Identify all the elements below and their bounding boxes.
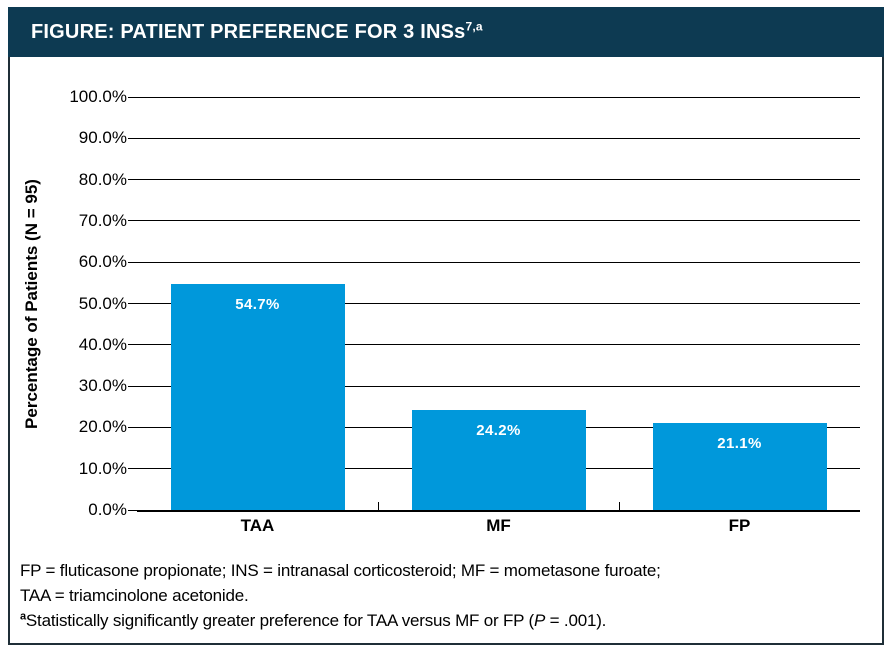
y-axis-tick [128, 385, 137, 387]
y-axis-tick-label: 100.0% [69, 87, 127, 106]
bar-fp [652, 422, 827, 510]
y-axis-tick-label: 50.0% [78, 293, 127, 313]
gridline [137, 137, 860, 139]
y-axis-tick [128, 509, 137, 511]
y-axis-tick [128, 220, 137, 222]
y-axis-tick [128, 137, 137, 139]
footnote-significance: aStatistically significantly greater pre… [20, 608, 872, 633]
gridline [137, 344, 860, 346]
bar-value-label: 21.1% [717, 434, 762, 452]
y-axis-tick [128, 261, 137, 263]
y-axis-tick [128, 179, 137, 181]
figure-title-superscript: 7,a [465, 18, 483, 33]
y-axis-tick [128, 426, 137, 428]
footnote-abbreviations-line2: TAA = triamcinolone acetonide. [20, 586, 249, 605]
gridline [137, 261, 860, 263]
gridline [137, 179, 860, 181]
footnote-p-symbol: P [534, 611, 546, 630]
gridline [137, 303, 860, 304]
gridline [137, 385, 860, 387]
gridline [137, 220, 860, 222]
bar-chart: Percentage of Patients (N = 95) 54.7% 24.… [10, 9, 882, 643]
y-axis-tick [128, 303, 137, 304]
y-axis-tick [128, 344, 137, 346]
plot-area: 54.7% 24.2% 21.1% [137, 96, 860, 512]
bar-mf [411, 410, 586, 510]
y-axis-tick [128, 468, 137, 470]
footnotes: FP = fluticasone propionate; INS = intra… [20, 558, 872, 633]
y-axis-tick-label: 60.0% [78, 252, 127, 272]
footnote-abbreviations-line1: FP = fluticasone propionate; INS = intra… [20, 561, 661, 580]
y-axis-tick-label: 10.0% [78, 458, 127, 478]
x-axis-tick [378, 502, 379, 510]
figure-title-text: FIGURE: PATIENT PREFERENCE FOR 3 INSs [31, 20, 466, 43]
y-axis-tick-label: 0.0% [88, 500, 127, 519]
bar-taa [170, 284, 345, 510]
y-axis-tick-label: 90.0% [78, 128, 127, 148]
y-axis-tick-label: 20.0% [78, 417, 127, 437]
y-axis-tick [128, 96, 137, 98]
y-axis-tick-label: 30.0% [78, 376, 127, 396]
x-axis-label-taa: TAA [240, 516, 275, 535]
footnote-significance-text: Statistically significantly greater pref… [25, 611, 534, 630]
y-axis-tick-label: 80.0% [78, 169, 127, 189]
y-axis-tick-label: 40.0% [78, 334, 127, 354]
x-axis-label-mf: MF [486, 516, 511, 535]
figure-title-bar: FIGURE: PATIENT PREFERENCE FOR 3 INSs7,a [8, 7, 884, 57]
figure-title: FIGURE: PATIENT PREFERENCE FOR 3 INSs7,a [31, 18, 483, 44]
bar-value-label: 54.7% [235, 296, 280, 314]
footnote-marker: a [20, 610, 26, 623]
y-axis-tick-label: 70.0% [78, 210, 127, 230]
x-axis-label-fp: FP [728, 516, 751, 535]
gridline [137, 96, 860, 98]
x-axis-tick [619, 502, 620, 510]
footnote-significance-suffix: = .001). [545, 611, 607, 630]
figure-container: FIGURE: PATIENT PREFERENCE FOR 3 INSs7,a… [8, 7, 884, 645]
bar-value-label: 24.2% [476, 422, 521, 440]
